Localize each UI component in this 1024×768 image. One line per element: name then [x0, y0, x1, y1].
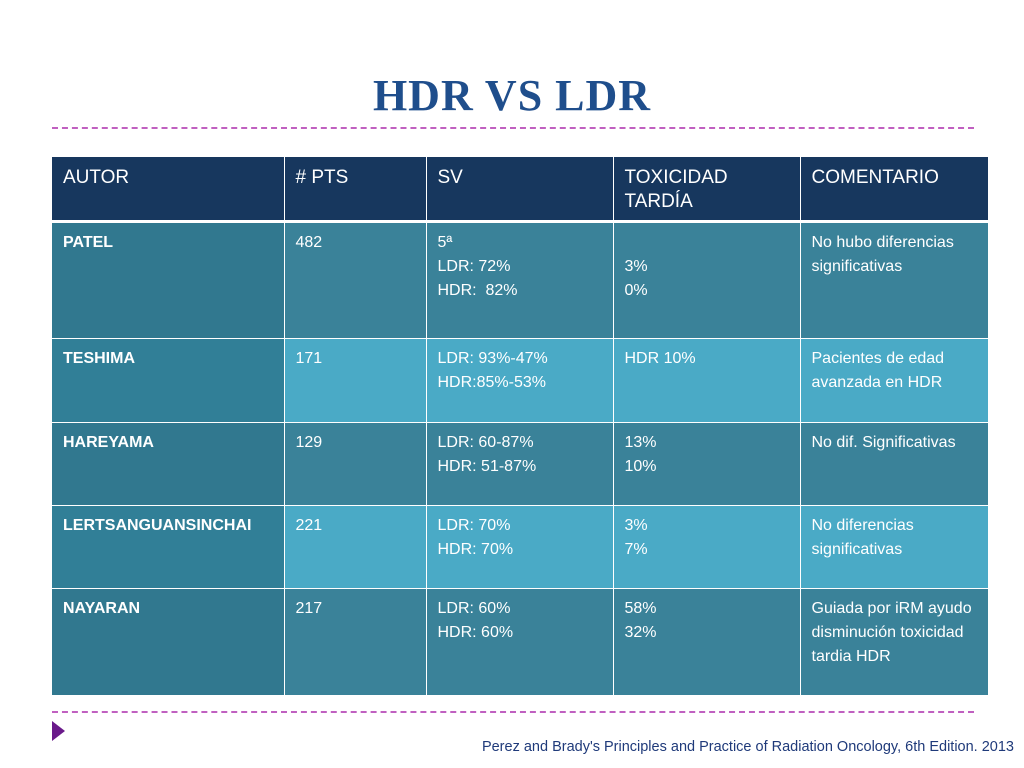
cell-autor: PATEL — [52, 221, 285, 339]
table-row: NAYARAN 217 LDR: 60% HDR: 60% 58% 32% Gu… — [52, 588, 988, 695]
sv-line: LDR: 70% — [437, 517, 511, 534]
cell-pts: 129 — [284, 422, 427, 506]
toxicidad-line: 0% — [624, 282, 648, 299]
table-row: PATEL 482 5ª LDR: 72% HDR: 82% 3% 0% No … — [52, 221, 988, 339]
table-row: TESHIMA 171 LDR: 93%-47% HDR:85%-53% HDR… — [52, 338, 988, 423]
sv-line: HDR:85%-53% — [437, 374, 546, 391]
cell-toxicidad: HDR 10% — [613, 338, 801, 423]
header-sv: SV — [426, 157, 614, 223]
cell-autor: NAYARAN — [52, 588, 285, 695]
table-body: PATEL 482 5ª LDR: 72% HDR: 82% 3% 0% No … — [52, 221, 988, 695]
triangle-bullet-icon — [52, 721, 65, 741]
table-header: AUTOR # PTS SV TOXICIDAD TARDÍA COMENTAR… — [52, 157, 988, 223]
comentario-text: No dif. Significativas — [811, 434, 956, 451]
header-comentario: COMENTARIO — [800, 157, 988, 223]
autor-text: NAYARAN — [63, 600, 141, 617]
cell-comentario: No hubo diferencias significativas — [800, 221, 988, 339]
cell-autor: TESHIMA — [52, 338, 285, 423]
cell-pts: 221 — [284, 505, 427, 589]
citation: Perez and Brady's Principles and Practic… — [481, 739, 1014, 755]
toxicidad-line: HDR 10% — [624, 350, 696, 367]
cell-sv: LDR: 60% HDR: 60% — [426, 588, 614, 695]
sv-line: HDR: 70% — [437, 541, 514, 558]
cell-comentario: Guiada por iRM ayudo disminución toxicid… — [800, 588, 988, 695]
pts-text: 217 — [295, 600, 323, 617]
comentario-text: No diferencias significativas — [811, 517, 914, 558]
cell-sv: 5ª LDR: 72% HDR: 82% — [426, 221, 614, 339]
sv-line: HDR: 60% — [437, 624, 514, 641]
cell-toxicidad: 3% 0% — [613, 221, 801, 339]
comentario-text: Guiada por iRM ayudo disminución toxicid… — [811, 600, 972, 665]
comentario-text: No hubo diferencias significativas — [811, 234, 954, 275]
header-pts: # PTS — [284, 157, 427, 223]
header-row: AUTOR # PTS SV TOXICIDAD TARDÍA COMENTAR… — [52, 157, 988, 223]
autor-text: PATEL — [63, 234, 114, 251]
bottom-divider — [52, 711, 974, 713]
header-toxicidad: TOXICIDAD TARDÍA — [613, 157, 801, 223]
table-row: LERTSANGUANSINCHAI 221 LDR: 70% HDR: 70%… — [52, 505, 988, 589]
sv-line: HDR: 82% — [437, 282, 518, 299]
pts-text: 171 — [295, 350, 323, 367]
comparison-table: AUTOR # PTS SV TOXICIDAD TARDÍA COMENTAR… — [52, 157, 988, 695]
cell-sv: LDR: 70% HDR: 70% — [426, 505, 614, 589]
toxicidad-line: 7% — [624, 541, 648, 558]
cell-autor: LERTSANGUANSINCHAI — [52, 505, 285, 589]
pts-text: 129 — [295, 434, 323, 451]
slide-title: HDR VS LDR — [372, 71, 652, 120]
cell-pts: 171 — [284, 338, 427, 423]
cell-toxicidad: 13% 10% — [613, 422, 801, 506]
sv-line: 5ª — [437, 234, 453, 251]
sv-line: LDR: 72% — [437, 258, 511, 275]
comentario-text: Pacientes de edad avanzada en HDR — [811, 350, 945, 391]
pts-text: 482 — [295, 234, 323, 251]
cell-toxicidad: 58% 32% — [613, 588, 801, 695]
cell-comentario: No dif. Significativas — [800, 422, 988, 506]
cell-pts: 217 — [284, 588, 427, 695]
cell-comentario: Pacientes de edad avanzada en HDR — [800, 338, 988, 423]
autor-text: HAREYAMA — [63, 434, 154, 451]
cell-sv: LDR: 93%-47% HDR:85%-53% — [426, 338, 614, 423]
cell-comentario: No diferencias significativas — [800, 505, 988, 589]
autor-text: TESHIMA — [63, 350, 135, 367]
toxicidad-line: 13% — [624, 434, 657, 451]
table-row: HAREYAMA 129 LDR: 60-87% HDR: 51-87% 13%… — [52, 422, 988, 506]
top-divider — [52, 127, 974, 129]
cell-sv: LDR: 60-87% HDR: 51-87% — [426, 422, 614, 506]
sv-line: LDR: 60-87% — [437, 434, 534, 451]
toxicidad-line: 3% — [624, 517, 648, 534]
autor-text: LERTSANGUANSINCHAI — [63, 517, 252, 534]
pts-text: 221 — [295, 517, 323, 534]
toxicidad-line: 32% — [624, 624, 657, 641]
sv-line: LDR: 93%-47% — [437, 350, 548, 367]
toxicidad-line — [625, 231, 790, 255]
header-autor: AUTOR — [52, 157, 285, 223]
sv-line: LDR: 60% — [437, 600, 511, 617]
cell-toxicidad: 3% 7% — [613, 505, 801, 589]
cell-autor: HAREYAMA — [52, 422, 285, 506]
toxicidad-line: 58% — [624, 600, 657, 617]
sv-line: HDR: 51-87% — [437, 458, 537, 475]
comparison-table-container: AUTOR # PTS SV TOXICIDAD TARDÍA COMENTAR… — [52, 157, 988, 695]
toxicidad-line: 3% — [624, 258, 648, 275]
toxicidad-line: 10% — [624, 458, 657, 475]
cell-pts: 482 — [284, 221, 427, 339]
